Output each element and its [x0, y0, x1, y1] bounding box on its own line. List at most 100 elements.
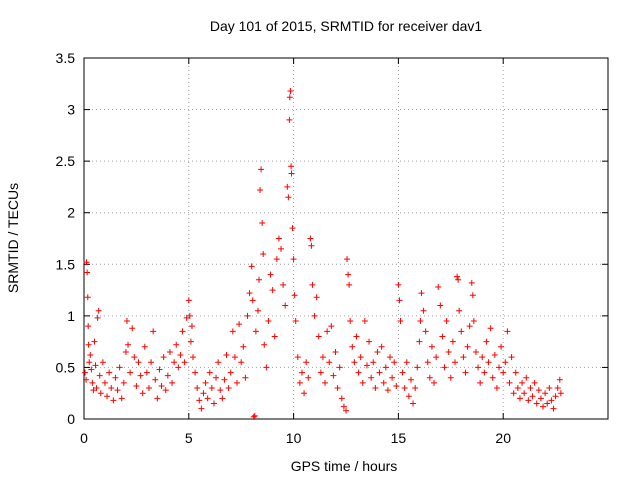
data-point — [125, 342, 131, 348]
data-point — [274, 256, 280, 262]
data-point — [328, 323, 334, 329]
data-point — [542, 390, 548, 396]
data-point — [374, 349, 380, 355]
data-point — [148, 359, 154, 365]
data-point — [513, 370, 519, 376]
data-point — [530, 393, 536, 399]
data-point — [488, 325, 494, 331]
data-point — [370, 359, 376, 365]
y-tick-label: 3.5 — [56, 50, 76, 66]
y-tick-label: 1.5 — [56, 256, 76, 272]
y-tick-label: 3 — [67, 102, 75, 118]
data-point — [108, 385, 114, 391]
data-point — [444, 318, 450, 324]
data-point — [517, 395, 523, 401]
data-point — [299, 370, 305, 376]
scatter-chart: 0 5 10 15 20 00.511.522.533.5 Day 101 of 201… — [0, 0, 640, 480]
data-point — [358, 354, 364, 360]
data-point — [509, 354, 515, 360]
data-point — [86, 342, 92, 348]
data-point — [525, 397, 531, 403]
data-point — [163, 387, 169, 393]
data-point — [91, 339, 97, 345]
data-point — [391, 359, 397, 365]
chart-title: Day 101 of 2015, SRMTID for receiver dav… — [210, 18, 483, 34]
data-point — [280, 282, 286, 288]
x-tick-label: 0 — [80, 430, 88, 446]
data-point — [470, 292, 476, 298]
y-tick-label: 0.5 — [56, 359, 76, 375]
data-point — [135, 359, 141, 365]
data-point — [475, 364, 481, 370]
data-point — [506, 380, 512, 386]
data-point — [211, 401, 217, 407]
data-point — [146, 385, 152, 391]
data-point — [188, 339, 194, 345]
data-point — [288, 163, 294, 169]
data-point — [404, 359, 410, 365]
data-point — [85, 294, 91, 300]
data-point — [230, 328, 236, 334]
data-point — [173, 342, 179, 348]
data-point — [502, 359, 508, 365]
data-point — [203, 380, 209, 386]
data-point — [381, 380, 387, 386]
data-point — [481, 370, 487, 376]
data-point — [534, 401, 540, 407]
data-point — [351, 359, 357, 365]
data-point — [284, 184, 290, 190]
data-point — [100, 359, 106, 365]
data-point — [282, 303, 288, 309]
data-point — [192, 370, 198, 376]
data-point — [238, 359, 244, 365]
data-point — [465, 344, 471, 350]
data-point — [320, 354, 326, 360]
data-point — [112, 375, 118, 381]
data-point — [182, 359, 188, 365]
x-tick-label: 15 — [391, 430, 407, 446]
data-point — [356, 370, 362, 376]
data-point — [412, 385, 418, 391]
data-point — [121, 380, 127, 386]
data-point — [383, 364, 389, 370]
data-point — [175, 364, 181, 370]
data-point — [346, 282, 352, 288]
data-point — [521, 390, 527, 396]
data-point — [437, 303, 443, 309]
data-point — [385, 387, 391, 393]
data-point — [207, 370, 213, 376]
data-point — [127, 370, 133, 376]
data-point — [89, 380, 95, 386]
data-point — [247, 290, 253, 296]
x-tick-labels: 0 5 10 15 20 — [80, 430, 511, 446]
data-point — [326, 359, 332, 365]
axis-ticks — [84, 58, 608, 419]
data-point — [435, 284, 441, 290]
data-point — [140, 390, 146, 396]
data-point — [236, 321, 242, 327]
x-tick-label: 5 — [185, 430, 193, 446]
data-point — [344, 256, 350, 262]
data-point — [410, 401, 416, 407]
data-point — [439, 333, 445, 339]
data-point — [150, 328, 156, 334]
data-point — [295, 354, 301, 360]
data-point — [467, 323, 473, 329]
data-point — [209, 385, 215, 391]
data-point — [133, 383, 139, 389]
data-point — [256, 277, 262, 283]
data-point — [228, 370, 234, 376]
data-point — [194, 385, 200, 391]
data-point — [297, 380, 303, 386]
data-point — [292, 292, 298, 298]
data-point — [250, 297, 256, 303]
data-point — [217, 387, 223, 393]
data-point — [186, 297, 192, 303]
data-point — [454, 274, 460, 280]
data-point — [500, 370, 506, 376]
data-point — [305, 375, 311, 381]
data-point — [180, 328, 186, 334]
data-point — [377, 370, 383, 376]
data-point — [257, 187, 263, 193]
data-point — [244, 313, 250, 319]
